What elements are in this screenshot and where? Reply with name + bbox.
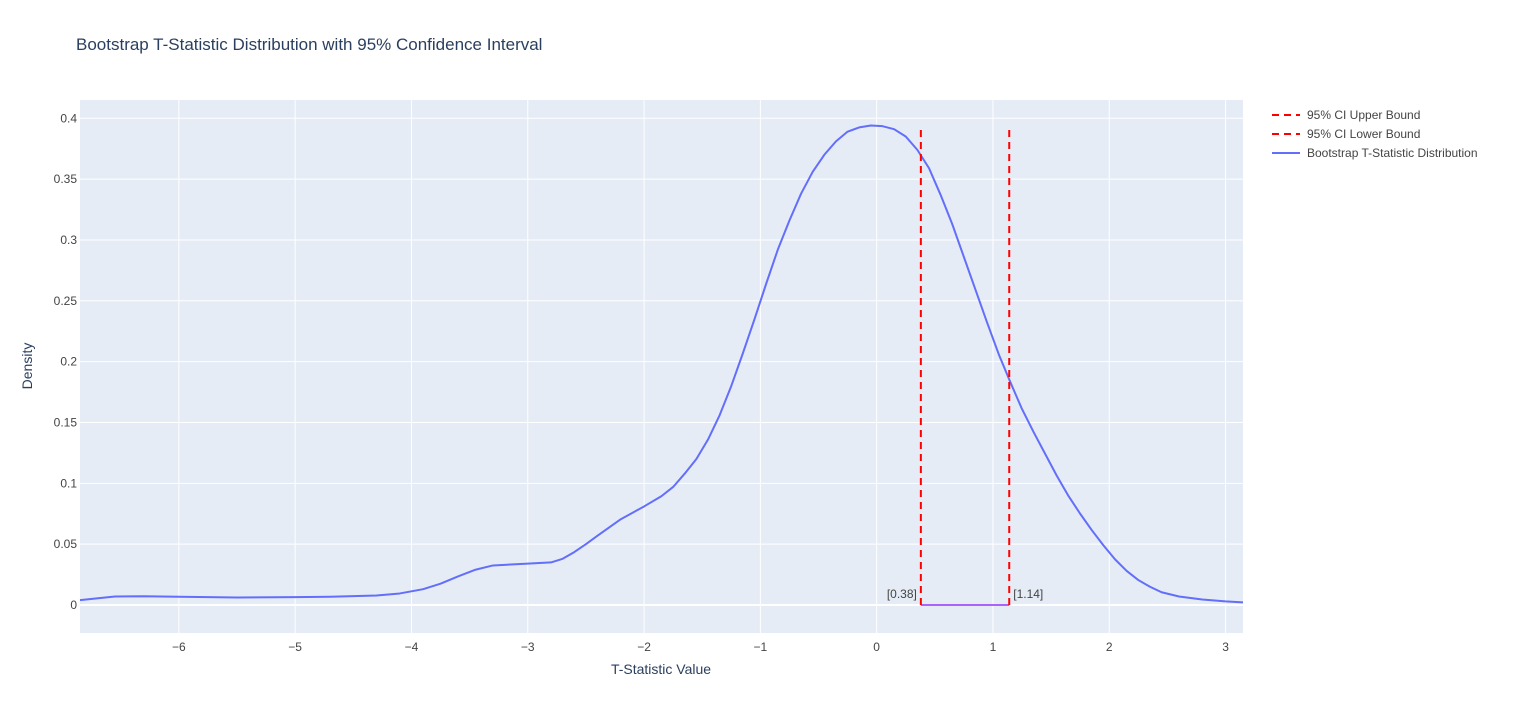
x-tick-label: −5 [288,640,302,654]
legend-label: Bootstrap T-Statistic Distribution [1307,146,1478,160]
y-tick-label: 0.35 [54,172,78,186]
y-tick-label: 0 [70,598,77,612]
x-tick-label: −2 [637,640,651,654]
y-tick-label: 0.2 [60,355,77,369]
legend-label: 95% CI Lower Bound [1307,127,1420,141]
plot-area[interactable] [80,100,1243,633]
x-tick-label: 2 [1106,640,1113,654]
ci-lower-label: [0.38] [887,587,917,601]
y-tick-label: 0.05 [54,537,78,551]
y-tick-label: 0.4 [60,111,77,125]
x-tick-label: −6 [172,640,186,654]
distribution-curve [79,124,1244,604]
y-tick-label: 0.15 [54,415,78,429]
legend-label: 95% CI Upper Bound [1307,108,1420,122]
y-tick-label: 0.1 [60,476,77,490]
x-tick-label: 1 [990,640,997,654]
y-axis-label: Density [19,343,35,390]
chart-title: Bootstrap T-Statistic Distribution with … [76,35,542,54]
legend: 95% CI Upper Bound 95% CI Lower Bound Boot… [1272,108,1478,160]
x-tick-label: −1 [754,640,768,654]
y-tick-label: 0.3 [60,233,77,247]
x-tick-label: −4 [405,640,419,654]
grid-lines [80,100,1243,633]
chart-marks: [0.38] [1.14] [79,124,1244,607]
x-tick-label: −3 [521,640,535,654]
x-tick-label: 3 [1222,640,1229,654]
y-axis-ticks: 0 0.05 0.1 0.15 0.2 0.25 0.3 0.35 0.4 [54,111,78,612]
ci-upper-label: [1.14] [1013,587,1043,601]
x-axis-label: T-Statistic Value [611,661,711,677]
x-axis-ticks: −6 −5 −4 −3 −2 −1 0 1 2 3 [172,640,1229,654]
x-tick-label: 0 [873,640,880,654]
y-tick-label: 0.25 [54,294,78,308]
